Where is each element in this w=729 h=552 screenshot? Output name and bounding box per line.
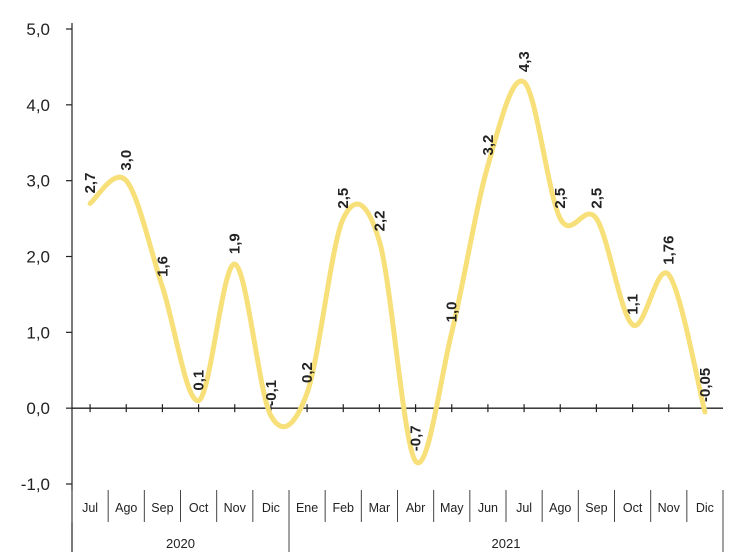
y-axis	[66, 23, 73, 552]
data-label: 2,5	[335, 188, 352, 209]
data-label: 0,2	[299, 362, 316, 383]
y-tick-label: 4,0	[26, 96, 50, 115]
data-label: 2,5	[552, 188, 569, 209]
y-tick-label: 2,0	[26, 248, 50, 267]
x-category-label: Jul	[516, 501, 532, 515]
x-category-label: Ago	[115, 501, 137, 515]
data-label: 2,5	[588, 188, 605, 209]
x-category-label: Feb	[332, 501, 354, 515]
y-tick-label: 0,0	[26, 399, 50, 418]
data-label: 1,1	[625, 294, 642, 315]
data-label: 2,7	[82, 173, 99, 194]
data-label: 1,0	[444, 301, 461, 322]
y-tick-label: -1,0	[21, 475, 50, 494]
data-label: -0,05	[697, 368, 714, 402]
x-category-label: Jul	[82, 501, 98, 515]
series-line-path	[87, 78, 708, 466]
x-category-label: Oct	[623, 501, 643, 515]
x-category-label: Nov	[224, 501, 247, 515]
data-label: -0,1	[263, 380, 280, 406]
x-category-label: Dic	[696, 501, 714, 515]
x-axis	[71, 404, 724, 522]
y-tick-label: 3,0	[26, 172, 50, 191]
data-label: 4,3	[516, 51, 533, 72]
x-category-label: May	[440, 501, 464, 515]
x-category-label: Sep	[585, 501, 607, 515]
x-category-label: Nov	[658, 501, 681, 515]
x-category-label: Ago	[549, 501, 571, 515]
x-category-labels: Jul Ago Sep Oct Nov Dic Ene Feb Mar Abr May Jun Jul A…	[82, 501, 714, 515]
data-labels: 2,7 3,0 1,6 0,1 1,9 -0,1 0,2 2,5 2,2 -0,7 1,0 3,2 4,…	[82, 51, 714, 451]
data-label: 1,6	[154, 256, 171, 277]
x-category-label: Jun	[478, 501, 498, 515]
data-label: 1,76	[661, 235, 678, 264]
year-group-label: 2021	[492, 536, 521, 551]
year-group-labels: 2020 2021	[166, 522, 724, 552]
series-line	[87, 78, 708, 466]
data-label: 0,1	[191, 370, 208, 391]
y-tick-label: 5,0	[26, 20, 50, 39]
x-category-label: Mar	[369, 501, 391, 515]
y-tick-label: 1,0	[26, 323, 50, 342]
data-label: 2,2	[371, 210, 388, 231]
data-label: 1,9	[227, 233, 244, 254]
data-label: 3,2	[480, 135, 497, 156]
y-tick-labels: -1,0 0,0 1,0 2,0 3,0 4,0 5,0	[21, 20, 50, 494]
x-category-label: Abr	[406, 501, 425, 515]
data-label: -0,7	[408, 425, 425, 451]
x-category-label: Oct	[189, 501, 209, 515]
x-category-label: Dic	[262, 501, 280, 515]
data-label: 3,0	[118, 150, 135, 171]
x-category-label: Ene	[296, 501, 318, 515]
x-category-label: Sep	[151, 501, 173, 515]
year-group-label: 2020	[166, 536, 195, 551]
